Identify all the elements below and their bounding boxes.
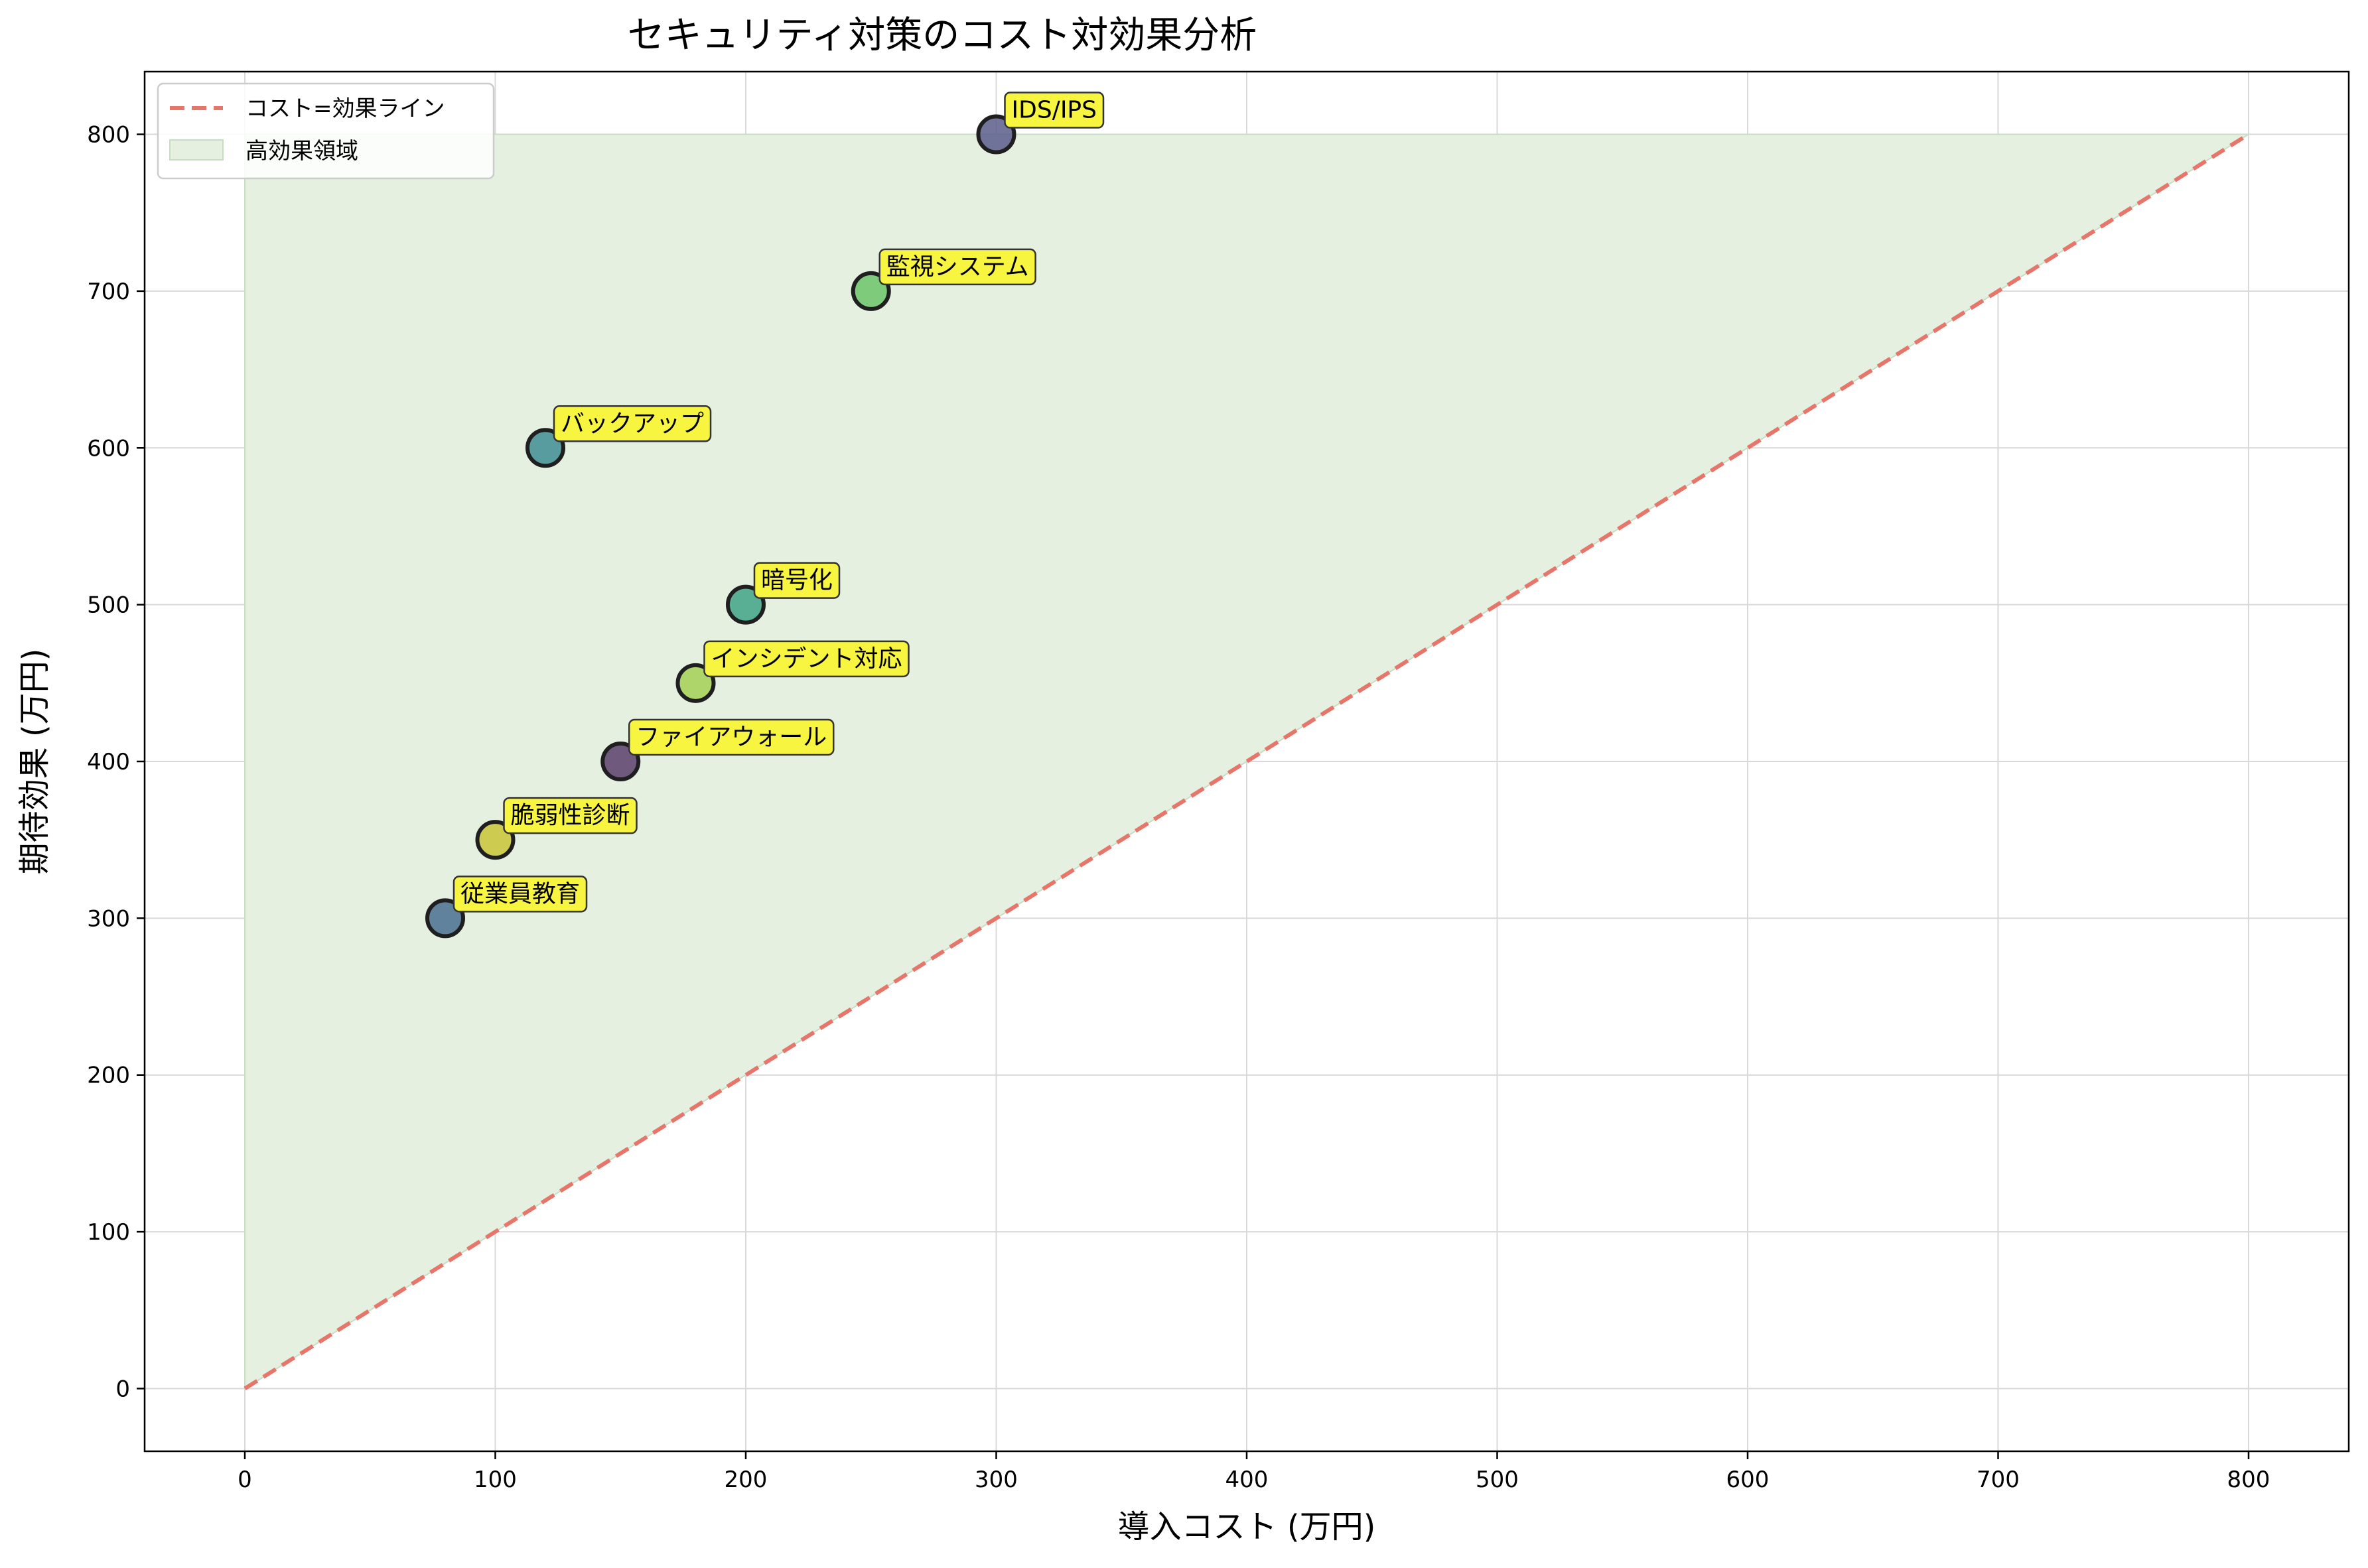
point-label: 暗号化 (761, 567, 833, 594)
point-label: IDS/IPS (1012, 97, 1097, 124)
point-label-box (453, 876, 588, 913)
legend-box (157, 82, 495, 180)
point-annotation: IDS/IPS (1004, 92, 1105, 129)
x-tick-label: 800 (2227, 1467, 2270, 1493)
point-label-box (503, 797, 638, 834)
x-tick-label: 300 (975, 1467, 1018, 1493)
point-label-box (1004, 92, 1105, 129)
point-label: バックアップ (561, 410, 704, 437)
point-label-box (703, 640, 910, 678)
point-annotation: 監視システム (878, 248, 1036, 286)
point-label: ファイアウォール (636, 724, 827, 751)
point-label-box (878, 248, 1036, 286)
y-tick-label: 800 (87, 122, 130, 149)
point-label: 従業員教育 (460, 880, 580, 907)
y-tick-label: 700 (87, 279, 130, 305)
point-annotation: インシデント対応 (703, 640, 910, 678)
point-label-box (628, 718, 835, 756)
legend-label: 高効果領域 (245, 138, 358, 164)
point-annotation: バックアップ (553, 405, 712, 442)
point-annotation: 暗号化 (753, 562, 841, 599)
x-tick-label: 600 (1726, 1467, 1770, 1493)
point-label: 監視システム (886, 253, 1029, 281)
y-tick-label: 600 (87, 435, 130, 462)
y-tick-label: 100 (87, 1219, 130, 1246)
point-label-box (553, 405, 712, 442)
y-tick-label: 500 (87, 592, 130, 619)
point-annotation: 脆弱性診断 (503, 797, 638, 834)
point-label: インシデント対応 (711, 645, 902, 673)
x-tick-label: 500 (1476, 1467, 1519, 1493)
point-annotation: 従業員教育 (453, 876, 588, 913)
x-axis-ticks: 0 100 200 300 400 500 600 700 800 (238, 1451, 2270, 1493)
y-tick-label: 400 (87, 749, 130, 775)
point-label-box (753, 562, 841, 599)
x-tick-label: 400 (1225, 1467, 1269, 1493)
legend-label: コスト=効果ライン (245, 96, 445, 122)
x-tick-label: 200 (725, 1467, 768, 1493)
y-tick-label: 300 (87, 905, 130, 932)
chart-title: セキュリティ対策のコスト対効果分析 (628, 14, 1257, 57)
point-label: 脆弱性診断 (511, 802, 630, 829)
y-axis-label: 期待効果 (万円) (16, 649, 53, 875)
point-annotation: ファイアウォール (628, 718, 835, 756)
x-tick-label: 700 (1977, 1467, 2020, 1493)
x-axis-label: 導入コスト (万円) (1118, 1508, 1376, 1545)
fill-layer (244, 133, 2251, 1390)
x-tick-label: 0 (238, 1467, 252, 1493)
x-tick-label: 100 (474, 1467, 517, 1493)
legend-area-swatch (169, 139, 224, 161)
y-tick-label: 200 (87, 1063, 130, 1089)
y-tick-label: 0 (115, 1376, 130, 1402)
high-effect-region (244, 133, 2251, 1390)
y-axis-ticks: 0 100 200 300 400 500 600 700 800 (87, 122, 145, 1402)
